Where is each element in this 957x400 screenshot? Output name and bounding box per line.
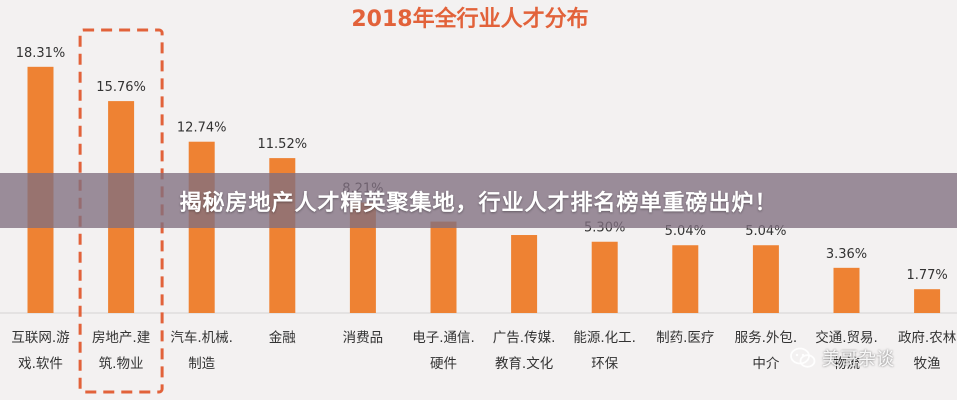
category-label-0-0: 互联网.游 [11,330,69,346]
category-label-7-0: 能源.化工. [573,330,636,346]
category-label-10-1: 物流 [833,356,861,372]
bar-8 [672,245,699,313]
category-label-4-0: 消费品 [343,330,384,346]
category-label-0-1: 戏.软件 [18,356,63,372]
category-labels-group: 互联网.游戏.软件 房地产.建筑.物业 汽车.机械. 制造 金融 消费品 电子.通信. 硬件 广… [11,329,956,372]
category-label-11-1: 牧渔 [914,356,941,372]
bar-9 [752,245,779,313]
value-label-11: 1.77% [906,268,947,283]
category-label-1-1: 筑.物业 [99,356,144,372]
category-label-11-0: 政府.农林 [898,330,957,346]
value-label-10: 3.36% [826,247,867,262]
category-label-10-0: 交通.贸易. [815,329,878,346]
category-label-7-1: 环保 [591,356,618,372]
chart-title: 2018年全行业人才分布 [351,6,588,32]
category-label-6-1: 教育.文化 [495,356,553,372]
title-banner: 揭秘房地产人才精英聚集地，行业人才排名榜单重磅出炉！ [0,173,957,228]
category-label-9-1: 中介 [752,356,780,372]
category-label-5-1: 硬件 [430,356,457,372]
banner-title: 揭秘房地产人才精英聚集地，行业人才排名榜单重磅出炉！ [179,190,778,216]
value-label-0: 18.31% [16,46,66,61]
category-label-2-1: 制造 [188,356,215,372]
bar-6 [511,235,538,313]
category-label-2-0: 汽车.机械. [170,329,233,346]
wechat-icon [790,347,816,368]
value-label-3: 11.52% [258,137,308,152]
category-label-3-0: 金融 [269,330,296,346]
category-label-5-0: 电子.通信. [412,330,475,346]
value-labels-group: 18.31%15.76%12.74%11.52%8.21%5.30%5.04%5… [16,46,948,283]
value-label-1: 15.76% [96,80,146,95]
watermark: 美哥杂谈 [790,345,894,371]
value-label-2: 12.74% [177,121,227,136]
bar-7 [591,241,618,313]
category-label-6-0: 广告.传媒. [493,330,556,346]
category-label-1-0: 房地产.建 [92,330,150,346]
bar-5 [430,221,457,313]
bar-10 [833,267,860,313]
bar-11 [914,289,941,313]
watermark-text: 美哥杂谈 [822,349,894,370]
category-label-9-0: 服务.外包. [735,330,798,346]
category-label-8-0: 制药.医疗 [656,330,714,346]
